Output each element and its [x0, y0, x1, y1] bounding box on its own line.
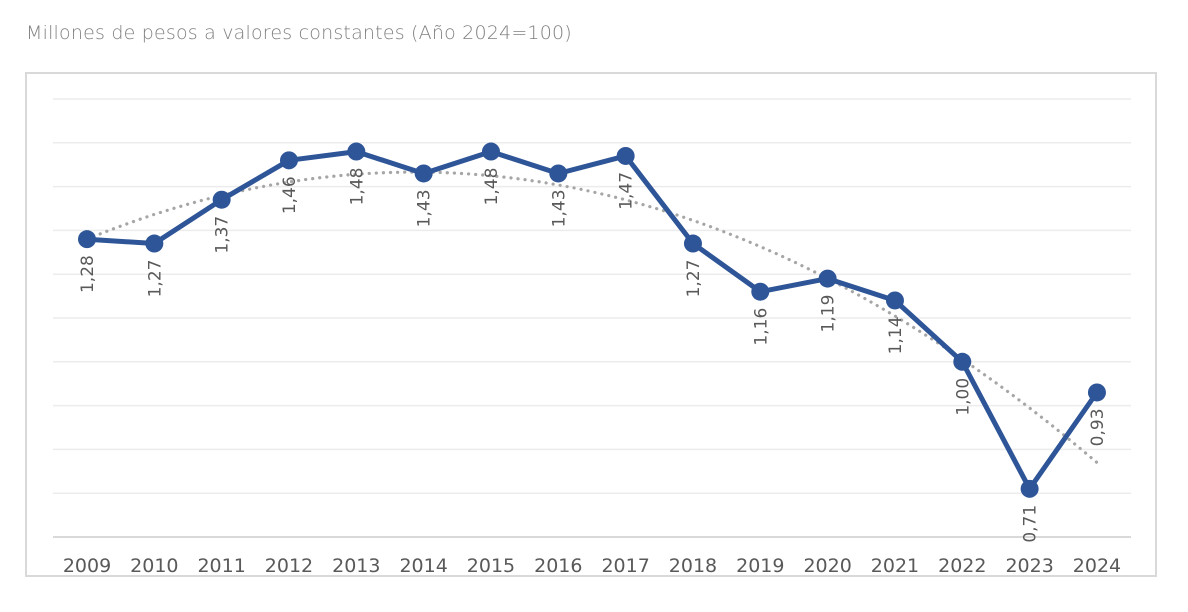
data-point	[953, 352, 972, 371]
x-tick-label: 2015	[467, 555, 515, 577]
data-label: 1,27	[145, 260, 165, 298]
x-tick-label: 2010	[130, 555, 178, 577]
chart-subtitle: Millones de pesos a valores constantes (…	[26, 22, 572, 44]
trendline-group	[85, 170, 1099, 465]
x-tick-label: 2017	[601, 555, 649, 577]
data-labels-group: 1,28 1,27 1,37 1,46 1,48 1,43 1,48 1,43 1,47 1,27…	[78, 168, 1108, 543]
x-tick-label: 2018	[669, 555, 717, 577]
gridlines	[53, 98, 1131, 538]
x-tick-label: 2024	[1073, 555, 1121, 577]
data-label: 0,93	[1088, 408, 1108, 446]
data-point	[1020, 479, 1039, 498]
data-label: 1,46	[280, 176, 300, 214]
data-point	[279, 151, 298, 170]
x-tick-label: 2021	[871, 555, 919, 577]
x-tick-labels-group: 2009 2010 2011 2012 2013 2014 2015 2016 2017 2018…	[63, 555, 1121, 577]
data-label: 1,19	[819, 295, 839, 333]
trendline	[85, 170, 1099, 465]
data-point	[414, 164, 433, 183]
series-line	[84, 149, 1100, 492]
data-point	[549, 164, 568, 183]
data-label: 1,37	[213, 216, 233, 254]
x-tick-label: 2012	[265, 555, 313, 577]
data-label: 1,00	[953, 378, 973, 416]
data-label: 1,43	[549, 189, 569, 227]
x-tick-label: 2023	[1005, 555, 1053, 577]
series-group	[84, 149, 1100, 492]
x-tick-label: 2019	[736, 555, 784, 577]
data-point	[78, 230, 96, 249]
x-tick-label: 2022	[938, 555, 986, 577]
data-label: 1,48	[482, 168, 502, 206]
data-point	[145, 234, 164, 253]
data-point	[212, 190, 231, 209]
points-group	[78, 142, 1106, 498]
data-point	[616, 146, 635, 165]
data-label: 1,14	[886, 316, 906, 354]
data-point	[751, 282, 770, 301]
data-label: 0,71	[1021, 505, 1041, 543]
data-point	[885, 291, 904, 310]
data-label: 1,48	[347, 168, 367, 206]
x-tick-label: 2011	[197, 555, 245, 577]
x-tick-label: 2016	[534, 555, 582, 577]
data-label: 1,43	[415, 189, 435, 227]
data-label: 1,47	[617, 172, 637, 210]
data-point	[1087, 383, 1106, 402]
data-point	[347, 142, 366, 161]
data-point	[818, 269, 837, 288]
x-tick-label: 2020	[803, 555, 851, 577]
data-label: 1,28	[78, 255, 98, 293]
x-tick-label: 2009	[63, 555, 111, 577]
data-point	[481, 142, 500, 161]
data-point	[683, 234, 702, 253]
x-tick-label: 2014	[399, 555, 447, 577]
x-tick-label: 2013	[332, 555, 380, 577]
data-label: 1,16	[751, 308, 771, 346]
data-label: 1,27	[684, 260, 704, 298]
